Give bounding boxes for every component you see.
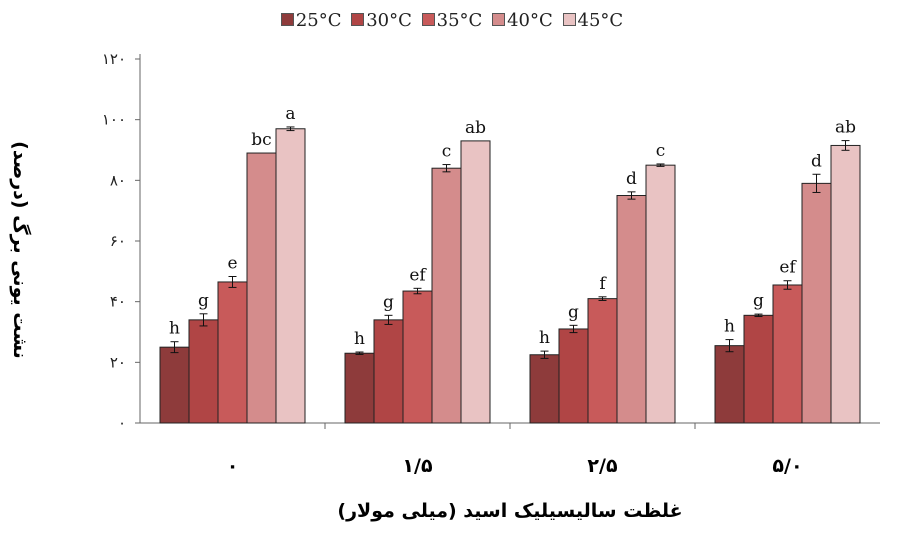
legend-swatch-40 [492,13,506,26]
significance-letter: bc [251,130,271,150]
bar [645,164,676,424]
significance-letter: h [724,317,735,337]
significance-letter: h [354,329,365,349]
legend-swatch-30 [351,13,365,26]
bar [558,328,589,424]
significance-letter: d [626,169,637,189]
legend-item-40: 40°C [492,10,553,31]
legend-item-45: 45°C [562,10,624,31]
y-tick-label: ۴۰ [110,293,126,311]
bar [402,290,433,424]
bar [743,314,774,424]
x-category-label: ۵/۰ [772,455,802,477]
bar [217,281,248,424]
significance-letter: c [656,141,666,161]
significance-letter: ef [779,258,797,278]
bar [772,284,803,424]
bar [529,354,560,424]
legend-label-25: 25°C [295,10,342,31]
legend-item-30: 30°C [351,10,412,31]
y-tick-label: ۰ [118,414,126,432]
significance-letter: d [811,151,822,171]
x-category-label: ۱/۵ [402,455,433,477]
significance-letter: g [753,291,764,311]
legend-label-45: 45°C [577,10,624,31]
significance-letter: ab [835,118,856,138]
bar [159,346,190,424]
significance-letter: ef [409,265,427,285]
legend-label-30: 30°C [366,10,412,31]
legend-label-40: 40°C [507,10,553,31]
x-category-label: ۰ [227,455,239,477]
significance-letter: g [383,292,394,312]
legend-swatch-45 [562,13,576,26]
y-tick-label: ۱۰۰ [102,111,126,129]
x-axis-label: غلظت سالیسیلیک اسید (میلی مولار) [337,500,683,522]
significance-letter: h [539,328,550,348]
bar [431,167,462,424]
bar [616,195,647,424]
bar [830,144,861,424]
y-tick-label: ۲۰ [110,353,126,371]
significance-letter: c [442,142,452,162]
bar [246,152,277,424]
y-tick-label: ۱۲۰ [102,50,126,68]
bar [714,345,745,424]
y-axis-label-wrap: نشت یونی برگ (درصد) [0,40,40,460]
bar [460,140,491,424]
significance-letter: ab [465,118,486,138]
bar [587,298,618,424]
significance-letter: h [169,319,180,339]
bar [373,319,404,424]
legend-swatch-25 [280,13,294,26]
legend-swatch-35 [421,13,435,26]
legend-item-25: 25°C [280,10,342,31]
bar [275,128,306,424]
bar [188,319,219,424]
bar [344,352,375,424]
legend: 25°C 30°C 35°C 40°C 45°C [0,10,904,31]
significance-letter: a [285,104,295,124]
significance-letter: g [568,302,579,322]
y-tick-label: ۶۰ [110,232,126,250]
legend-item-35: 35°C [421,10,483,31]
y-axis-label: نشت یونی برگ (درصد) [9,141,31,359]
legend-label-35: 35°C [436,10,483,31]
significance-letter: f [599,274,607,294]
x-category-label: ۲/۵ [587,455,618,477]
significance-letter: g [198,291,209,311]
significance-letter: e [227,253,237,273]
bar [801,182,832,424]
y-tick-label: ۸۰ [110,171,126,189]
